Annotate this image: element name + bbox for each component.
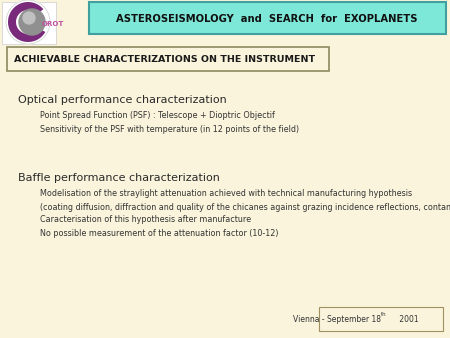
FancyBboxPatch shape — [7, 47, 329, 71]
Wedge shape — [8, 2, 45, 42]
Text: OROT: OROT — [42, 21, 64, 27]
Text: (coating diffusion, diffraction and quality of the chicanes against grazing inci: (coating diffusion, diffraction and qual… — [40, 202, 450, 212]
Text: Baffle performance characterization: Baffle performance characterization — [18, 173, 220, 183]
Circle shape — [19, 9, 45, 35]
Text: Point Spread Function (PSF) : Telescope + Dioptric Objectif: Point Spread Function (PSF) : Telescope … — [40, 112, 275, 121]
Text: Sensitivity of the PSF with temperature (in 12 points of the field): Sensitivity of the PSF with temperature … — [40, 124, 299, 134]
Text: 2001: 2001 — [397, 314, 418, 323]
Text: Vienna - September 18: Vienna - September 18 — [293, 314, 381, 323]
Text: Caracterisation of this hypothesis after manufacture: Caracterisation of this hypothesis after… — [40, 216, 251, 224]
Circle shape — [6, 0, 50, 44]
FancyBboxPatch shape — [89, 2, 446, 34]
Text: Optical performance characterization: Optical performance characterization — [18, 95, 227, 105]
Text: ASTEROSEISMOLOGY  and  SEARCH  for  EXOPLANETS: ASTEROSEISMOLOGY and SEARCH for EXOPLANE… — [116, 14, 418, 24]
Text: th: th — [381, 313, 387, 317]
FancyBboxPatch shape — [2, 2, 56, 44]
Text: ACHIEVABLE CHARACTERIZATIONS ON THE INSTRUMENT: ACHIEVABLE CHARACTERIZATIONS ON THE INST… — [14, 55, 315, 65]
Text: Modelisation of the straylight attenuation achieved with technical manufacturing: Modelisation of the straylight attenuati… — [40, 190, 412, 198]
FancyBboxPatch shape — [319, 307, 443, 331]
Text: No possible measurement of the attenuation factor (10-12): No possible measurement of the attenuati… — [40, 228, 279, 238]
Circle shape — [23, 12, 35, 24]
